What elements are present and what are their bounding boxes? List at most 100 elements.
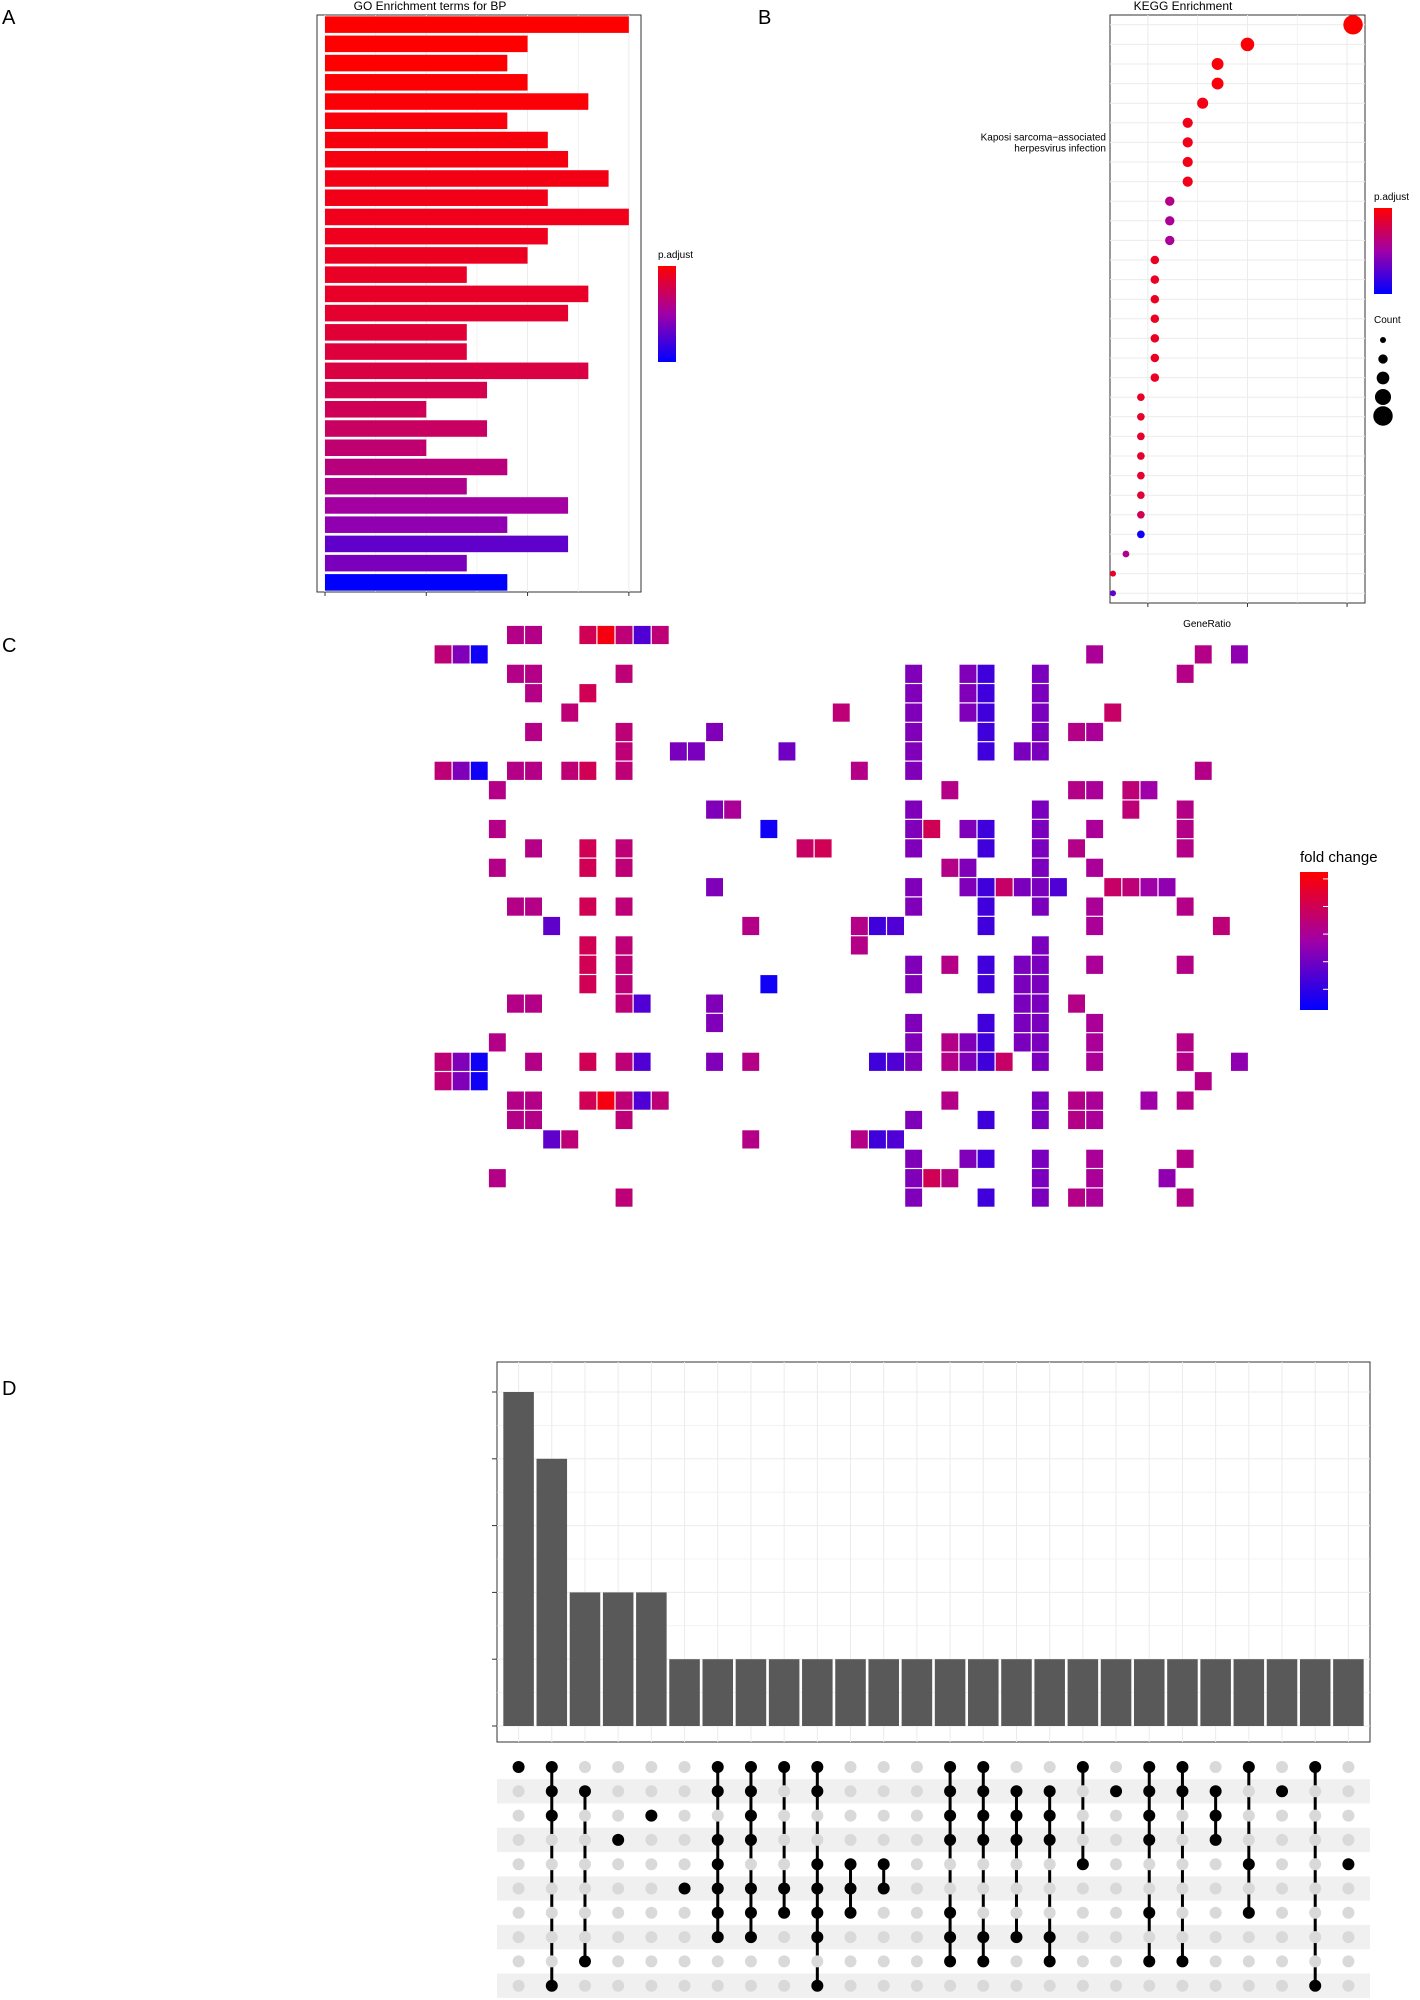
upset-dot-empty [1010, 1979, 1023, 1992]
upset-dot-empty [512, 1931, 525, 1944]
intersection-bar [636, 1592, 667, 1726]
heatmap-cell [905, 878, 923, 897]
heatmap-cell [488, 1169, 506, 1188]
heatmap-cell [488, 781, 506, 800]
heatmap-cell [434, 1052, 452, 1071]
heatmap-cell [1068, 994, 1085, 1013]
kegg-dot [1150, 373, 1160, 382]
upset-matrix-stripe [497, 1924, 1370, 1950]
intersection-bar [835, 1659, 866, 1726]
upset-dot-empty [1110, 1761, 1123, 1773]
upset-dot-filled [1209, 1785, 1222, 1798]
upset-dot-empty [844, 1809, 857, 1822]
heatmap-cell [651, 625, 669, 645]
upset-dot-empty [1176, 1809, 1189, 1822]
heatmap-cell [959, 684, 977, 703]
upset-dot-empty [1176, 1979, 1189, 1992]
upset-dot-filled [944, 1809, 957, 1822]
upset-dot-empty [1076, 1809, 1089, 1822]
upset-dot-empty [811, 1833, 824, 1846]
upset-dot-empty [977, 1979, 990, 1992]
heatmap-cell [507, 897, 524, 916]
heatmap-cell [633, 625, 651, 645]
heatmap-cell [579, 1052, 597, 1071]
go-bar [325, 16, 629, 33]
go-plot-border [316, 14, 642, 593]
upset-dot-empty [512, 1955, 525, 1968]
upset-dot-empty [811, 1955, 824, 1968]
intersection-bar [536, 1458, 568, 1726]
upset-dot-filled [744, 1761, 757, 1773]
upset-dot-empty [1110, 1955, 1123, 1968]
heatmap-cell [1031, 703, 1049, 722]
upset-dot-empty [744, 1955, 757, 1968]
heatmap-cell [1086, 645, 1104, 664]
upset-dot-empty [944, 1858, 957, 1871]
upset-dot-empty [1176, 1931, 1189, 1944]
heatmap-cell [615, 722, 633, 742]
heatmap-cell [615, 1110, 633, 1130]
upset-dot-empty [1010, 1761, 1023, 1773]
heatmap-cell [1031, 858, 1049, 877]
upset-dot-empty [778, 1809, 791, 1822]
upset-dot-filled [1176, 1955, 1189, 1968]
heatmap-cell [579, 975, 597, 994]
upset-dot-filled [1043, 1931, 1056, 1944]
upset-dot-empty [1209, 1858, 1222, 1871]
upset-dot-empty [1242, 1833, 1255, 1846]
upset-dot-empty [512, 1785, 525, 1798]
heatmap-cell [905, 1188, 923, 1207]
kegg-dot [1240, 37, 1255, 52]
upset-dot-filled [1209, 1833, 1222, 1846]
heatmap-cell [615, 897, 633, 916]
heatmap-cell [905, 975, 923, 994]
upset-dot-empty [512, 1809, 525, 1822]
heatmap-cell [507, 664, 524, 683]
heatmap-cell [1031, 800, 1049, 819]
heatmap-cell [1086, 1169, 1104, 1188]
upset-dot-empty [1342, 1833, 1355, 1846]
heatmap-cell [995, 878, 1013, 897]
heatmap-cell [869, 916, 886, 936]
heatmap-cell [905, 897, 923, 916]
intersection-bar [901, 1659, 933, 1726]
panel-label-a: A [2, 7, 16, 29]
upset-dot-filled [612, 1833, 625, 1846]
go-bar [325, 150, 569, 168]
kegg-size-legend-title: Count [1374, 315, 1401, 326]
upset-dot-empty [844, 1761, 857, 1773]
upset-dot-empty [1110, 1931, 1123, 1944]
upset-dot-empty [778, 1931, 791, 1944]
go-bar [325, 516, 508, 533]
upset-dot-empty [1143, 1858, 1156, 1871]
upset-dot-empty [1043, 1906, 1056, 1919]
intersection-bar [802, 1659, 833, 1726]
upset-dot-empty [877, 1833, 890, 1846]
upset-dot-empty [1242, 1979, 1255, 1992]
upset-dot-empty [578, 1858, 591, 1871]
upset-dot-empty [778, 1785, 791, 1798]
upset-dot-empty [711, 1979, 724, 1992]
heatmap-cell [1140, 781, 1158, 800]
kegg-dot [1182, 137, 1193, 148]
kegg-dot [1109, 570, 1116, 577]
upset-dot-filled [811, 1906, 824, 1919]
heatmap-cell [1176, 839, 1194, 858]
heatmap-cell [977, 955, 995, 974]
upset-dot-empty [578, 1882, 591, 1895]
kegg-dot [1137, 491, 1145, 500]
go-bar [325, 304, 569, 322]
upset-dot-filled [811, 1979, 824, 1992]
upset-dot-empty [1076, 1979, 1089, 1992]
intersection-bar [934, 1659, 966, 1726]
go-bar [325, 554, 467, 572]
intersection-bar [702, 1659, 734, 1726]
intersection-bar [735, 1659, 767, 1726]
upset-dot-empty [744, 1979, 757, 1992]
upset-dot-filled [844, 1882, 857, 1895]
intersection-bar [669, 1659, 700, 1726]
upset-dot-filled [1076, 1761, 1089, 1773]
heatmap-cell [1031, 975, 1049, 994]
upset-dot-empty [1043, 1979, 1056, 1992]
heatmap-cell [470, 645, 488, 664]
